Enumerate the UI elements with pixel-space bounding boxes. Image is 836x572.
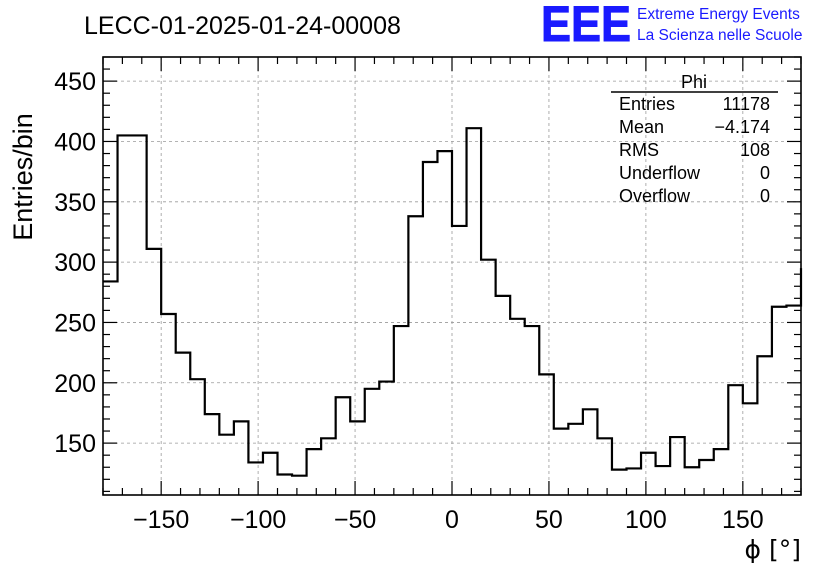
histogram-bin [321, 438, 336, 495]
histogram-step-line [103, 127, 803, 477]
histogram-bin [452, 226, 467, 495]
stats-title: Phi [681, 72, 707, 92]
x-tick-label: 0 [445, 506, 459, 534]
stats-box: Phi Entries 11178 Mean −4.174 RMS 108 Un… [611, 72, 778, 206]
y-tick-label: 150 [54, 430, 96, 458]
stats-label-rms: RMS [619, 140, 659, 160]
histogram-bin [205, 414, 220, 495]
histogram-bin [278, 474, 293, 495]
x-tick-labels: −150 −100 −50 0 50 100 150 [133, 506, 764, 534]
histogram-bin [539, 374, 554, 495]
stats-value-underflow: 0 [760, 163, 770, 183]
y-tick-label: 450 [54, 68, 96, 96]
histogram-bin [568, 424, 583, 495]
histogram-bin [496, 296, 511, 495]
logo: EEE Extreme Energy Events La Scienza nel… [541, 0, 803, 53]
histogram-bin [394, 326, 409, 495]
histogram-bin [670, 437, 685, 495]
histogram-bin [176, 353, 191, 495]
x-tick-label: 100 [625, 506, 667, 534]
histogram-bin [612, 470, 627, 495]
axis-ticks [102, 56, 802, 495]
histogram-bin [307, 449, 322, 495]
histogram-bin [161, 314, 176, 495]
histogram-bin [437, 151, 452, 495]
histogram-bin [379, 382, 394, 495]
x-tick-label: −150 [133, 506, 189, 534]
y-tick-label: 200 [54, 370, 96, 398]
histogram-bin [103, 281, 118, 495]
histogram-bin [627, 468, 642, 495]
histogram-bin [714, 449, 729, 495]
histogram-bin [248, 462, 263, 495]
logo-line2: La Scienza nelle Scuole [637, 27, 802, 44]
x-tick-label: −50 [334, 506, 376, 534]
logo-line1: Extreme Energy Events [637, 6, 800, 23]
histogram-bin [365, 389, 380, 495]
histogram-bin [699, 460, 714, 495]
histogram-bin [772, 307, 787, 495]
stats-value-entries: 11178 [723, 94, 770, 114]
stats-label-underflow: Underflow [619, 163, 701, 183]
y-tick-label: 350 [54, 189, 96, 217]
y-tick-label: 250 [54, 309, 96, 337]
stats-label-overflow: Overflow [619, 186, 691, 206]
histogram-bin [641, 453, 656, 495]
histogram-bin [350, 421, 365, 495]
logo-mark: EEE [541, 0, 631, 52]
x-tick-label: 50 [535, 506, 563, 534]
stats-value-rms: 108 [740, 140, 770, 160]
histogram-bin [728, 385, 743, 495]
stats-value-mean: −4.174 [714, 117, 770, 137]
histogram-bin [190, 379, 205, 495]
histogram-bin [423, 162, 438, 495]
histogram-bin [336, 397, 351, 495]
histogram-bin [219, 435, 234, 495]
histogram [103, 127, 803, 495]
histogram-bin [408, 216, 423, 495]
y-tick-label: 400 [54, 128, 96, 156]
histogram-bin [757, 356, 772, 495]
histogram-bin [467, 128, 482, 495]
stats-value-overflow: 0 [760, 186, 770, 206]
histogram-bin [481, 260, 496, 495]
stats-label-entries: Entries [619, 94, 675, 114]
y-axis-label: Entries/bin [8, 113, 38, 241]
histogram-bin [597, 438, 612, 495]
histogram-bin [743, 403, 758, 495]
y-tick-label: 300 [54, 249, 96, 277]
histogram-bin [583, 409, 598, 495]
histogram-bin [118, 135, 133, 495]
x-tick-label: −100 [230, 506, 286, 534]
histogram-bin [510, 319, 525, 495]
histogram-bin [525, 326, 540, 495]
chart-title: LECC-01-2025-01-24-00008 [84, 12, 401, 40]
y-tick-labels: 150 200 250 300 350 400 450 [54, 68, 96, 458]
histogram-bin [685, 467, 700, 495]
histogram-bin [147, 249, 162, 495]
histogram-bin [234, 421, 249, 495]
histogram-bin [132, 135, 147, 495]
histogram-bin [263, 453, 278, 495]
x-axis-label: ϕ [°] [745, 535, 801, 564]
histogram-bin [292, 476, 307, 495]
histogram-bin [554, 429, 569, 495]
stats-label-mean: Mean [619, 117, 664, 137]
x-tick-label: 150 [722, 506, 764, 534]
histogram-bin [656, 466, 671, 495]
